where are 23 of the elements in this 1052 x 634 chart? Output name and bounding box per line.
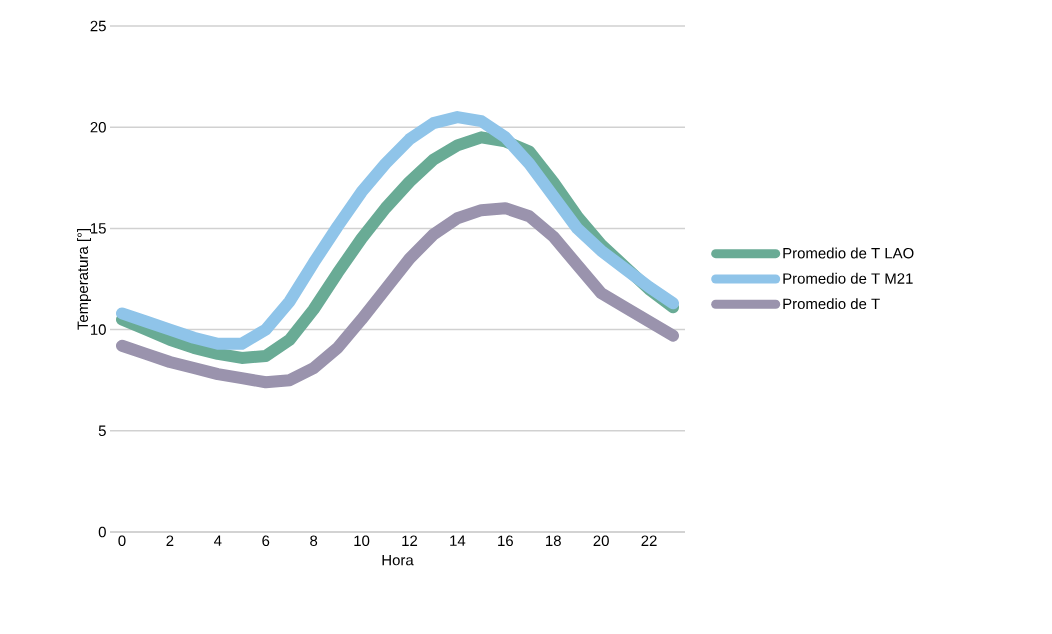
x-tick-label: 4 [214, 535, 222, 546]
x-tick-label: 10 [354, 535, 370, 547]
y-tick-label: 25 [90, 20, 106, 32]
x-tick-label: 14 [450, 535, 466, 546]
x-tick-label: 22 [641, 535, 657, 546]
x-tick-label: 8 [310, 535, 318, 547]
x-tick-label: 20 [593, 535, 609, 547]
legend-label: Promedio de T [783, 298, 880, 310]
y-tick-label: 0 [98, 526, 106, 538]
x-tick-label: 6 [262, 535, 270, 547]
y-tick-label: 5 [98, 425, 106, 437]
y-axis-title: Temperatura [°] [77, 228, 92, 330]
y-tick-label: 15 [91, 223, 106, 234]
legend-label: Promedio de T LAO [783, 247, 914, 259]
legend-label: Promedio de T M21 [783, 272, 913, 284]
x-tick-label: 16 [498, 535, 513, 547]
x-tick-label: 0 [118, 535, 126, 547]
x-tick-label: 12 [402, 535, 418, 546]
x-axis-title: Hora [382, 554, 414, 566]
y-tick-label: 20 [90, 121, 106, 133]
x-tick-label: 2 [166, 535, 174, 546]
x-tick-label: 18 [546, 535, 561, 547]
y-tick-label: 10 [91, 324, 106, 335]
